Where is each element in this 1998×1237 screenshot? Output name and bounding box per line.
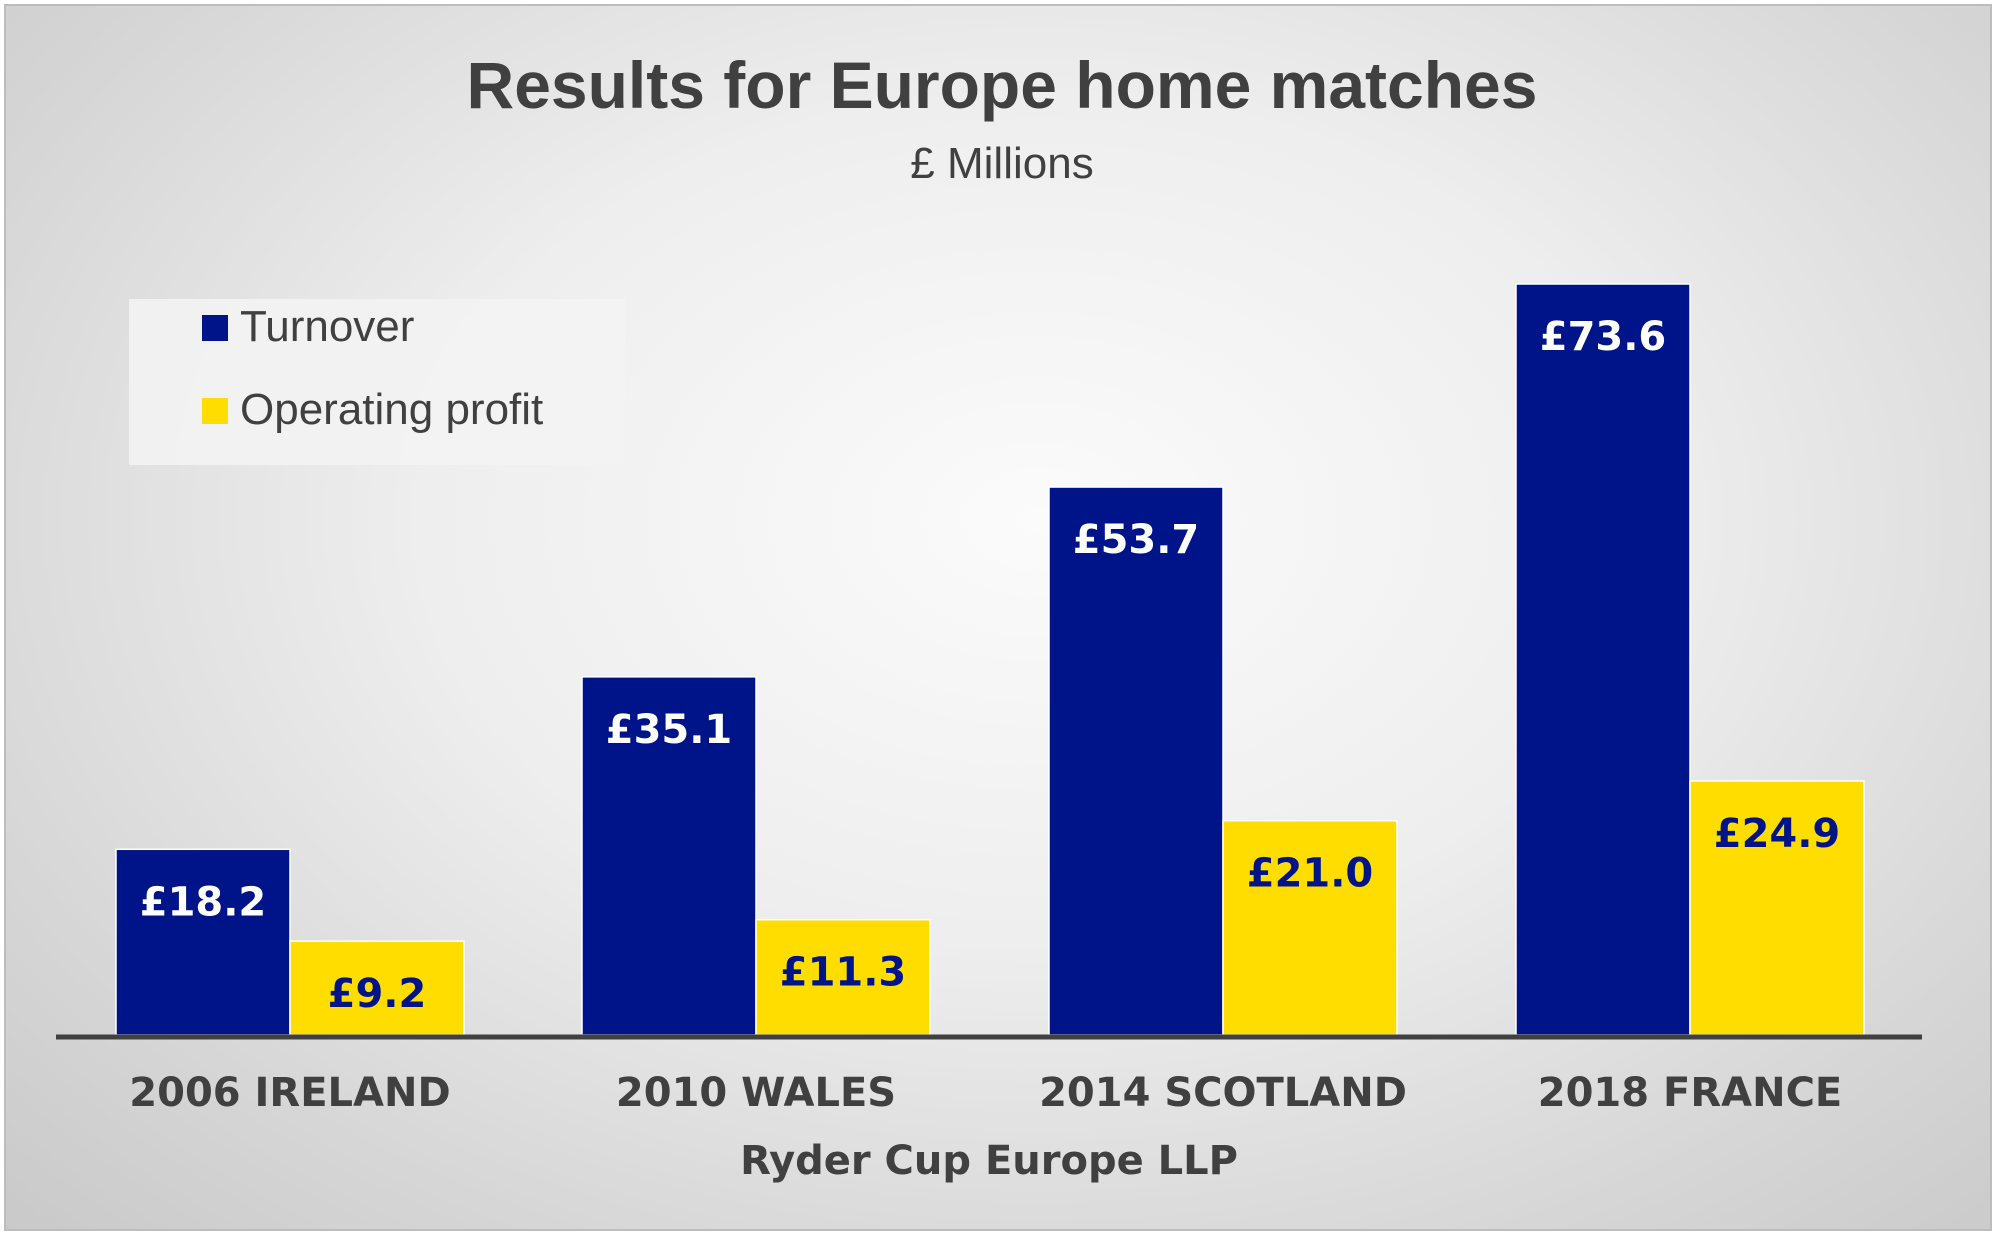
data-label-turnover-2014-scotland: £53.7 — [1073, 517, 1200, 563]
chart-title: Results for Europe home matches — [467, 48, 1538, 122]
bar-turnover-2018-france — [1515, 283, 1691, 1036]
data-label-operating-profit-2006-ireland: £9.2 — [328, 971, 427, 1017]
legend: Turnover Operating profit — [129, 299, 625, 465]
data-label-operating-profit-2010-wales: £11.3 — [780, 950, 907, 996]
data-label-operating-profit-2018-france: £24.9 — [1714, 811, 1841, 857]
data-labels-group: £18.2 £9.2 £35.1 £11.3 £53.7 £21.0 £73.6 £24.9 — [140, 314, 1841, 1017]
bar-operating-profit-2010-wales — [755, 918, 931, 1036]
category-labels-group: 2006 IRELAND 2010 WALES 2014 SCOTLAND 2018 … — [129, 1070, 1842, 1116]
category-label-2018-france: 2018 FRANCE — [1538, 1070, 1843, 1116]
data-label-turnover-2010-wales: £35.1 — [606, 707, 733, 753]
bar-turnover-2010-wales — [581, 676, 757, 1036]
x-axis-title: Ryder Cup Europe LLP — [740, 1138, 1238, 1184]
legend-swatch-turnover — [202, 315, 228, 341]
category-label-2010-wales: 2010 WALES — [616, 1070, 896, 1116]
bar-operating-profit-2006-ireland — [289, 940, 465, 1036]
data-label-operating-profit-2014-scotland: £21.0 — [1247, 851, 1374, 897]
data-label-turnover-2018-france: £73.6 — [1540, 314, 1667, 360]
bar-turnover-2006-ireland — [115, 848, 291, 1036]
data-label-turnover-2006-ireland: £18.2 — [140, 879, 267, 925]
bar-turnover-2014-scotland — [1048, 486, 1224, 1036]
legend-label-turnover: Turnover — [240, 302, 414, 351]
category-label-2006-ireland: 2006 IRELAND — [129, 1070, 450, 1116]
bars-group — [115, 283, 1865, 1036]
chart-subtitle: £ Millions — [910, 139, 1093, 188]
chart-frame: Results for Europe home matches £ Millio… — [4, 4, 1992, 1231]
category-label-2014-scotland: 2014 SCOTLAND — [1039, 1070, 1407, 1116]
legend-swatch-operating-profit — [202, 398, 228, 424]
legend-label-operating-profit: Operating profit — [240, 385, 543, 434]
bar-chart: Results for Europe home matches £ Millio… — [56, 48, 1922, 1184]
bar-operating-profit-2018-france — [1689, 780, 1865, 1036]
